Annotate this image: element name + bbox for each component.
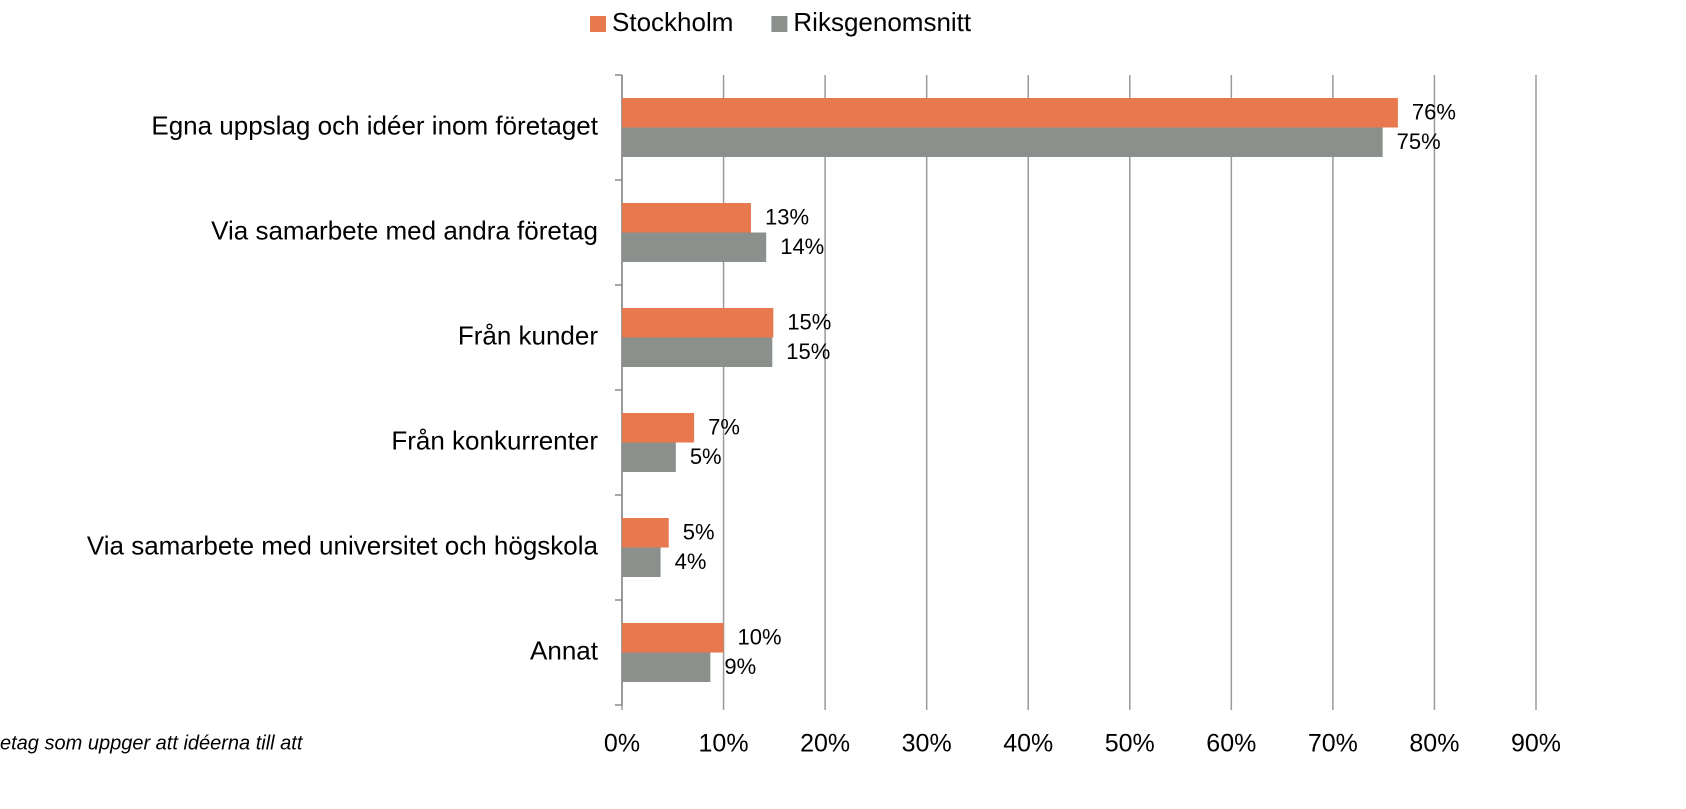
bar: [622, 413, 695, 443]
data-label: 10%: [738, 625, 782, 650]
legend-label: Riksgenomsnitt: [793, 7, 972, 37]
x-tick-label: 10%: [699, 730, 749, 758]
x-tick-label: 60%: [1206, 730, 1256, 758]
category-label: Via samarbete med universitet och högsko…: [87, 530, 599, 560]
bar: [622, 652, 711, 682]
data-label: 5%: [683, 520, 715, 545]
data-label: 9%: [724, 654, 756, 679]
footnote: etag som uppger att idéerna till att: [0, 732, 304, 754]
bar: [622, 98, 1398, 128]
x-tick-label: 20%: [800, 730, 850, 758]
bar: [622, 518, 669, 548]
bar: [622, 547, 661, 577]
data-label: 15%: [787, 310, 831, 335]
data-label: 5%: [690, 444, 722, 469]
bar: [622, 337, 773, 367]
data-label: 76%: [1412, 100, 1456, 125]
legend-swatch: [771, 16, 788, 32]
data-label: 13%: [765, 205, 809, 230]
x-tick-label: 90%: [1511, 730, 1561, 758]
data-label: 4%: [675, 549, 707, 574]
x-tick-label: 30%: [902, 730, 952, 758]
data-label: 14%: [780, 234, 824, 259]
data-label: 15%: [786, 339, 830, 364]
bar: [622, 127, 1383, 157]
bar: [622, 232, 767, 262]
legend-label: Stockholm: [612, 7, 733, 37]
legend-swatch: [590, 16, 606, 32]
bar: [622, 623, 724, 653]
x-tick-label: 80%: [1409, 730, 1459, 758]
category-label: Egna uppslag och idéer inom företaget: [151, 110, 598, 140]
x-tick-label: 0%: [604, 730, 640, 758]
category-label: Annat: [530, 635, 599, 665]
data-label: 75%: [1397, 129, 1441, 154]
bar: [622, 203, 751, 233]
x-tick-label: 70%: [1308, 730, 1358, 758]
bar: [622, 308, 774, 338]
x-tick-label: 40%: [1003, 730, 1053, 758]
category-label: Via samarbete med andra företag: [211, 215, 598, 245]
x-tick-label: 50%: [1105, 730, 1155, 758]
category-label: Från konkurrenter: [391, 425, 598, 455]
data-label: 7%: [708, 415, 740, 440]
category-label: Från kunder: [458, 320, 599, 350]
bar: [622, 442, 676, 472]
